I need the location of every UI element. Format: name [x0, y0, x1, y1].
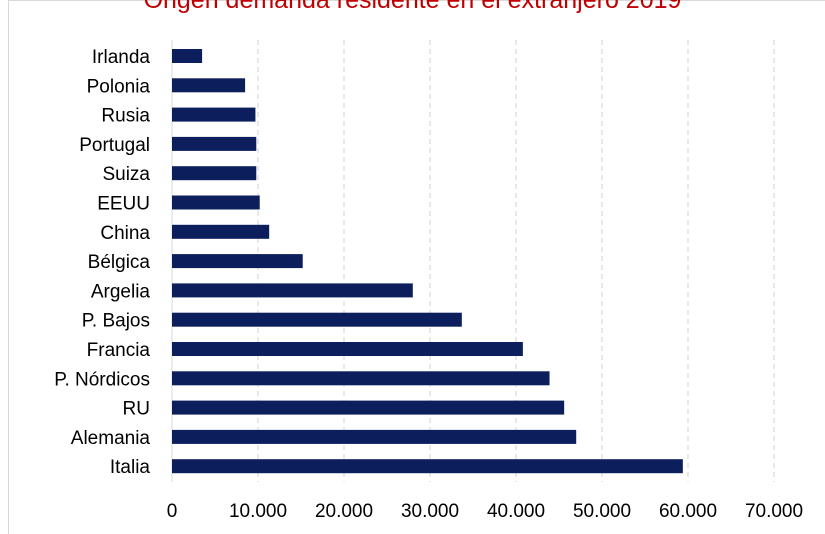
category-label: P. Nórdicos [54, 369, 150, 390]
category-label: Italia [110, 457, 151, 478]
bars [172, 49, 683, 474]
bar-francia [172, 342, 523, 356]
x-tick-label: 70.000 [745, 501, 803, 522]
bar-b-lgica [172, 254, 303, 269]
category-labels: Irlanda Polonia Rusia Portugal Suiza EEUU Chin… [54, 47, 150, 478]
category-label: RU [123, 399, 150, 420]
bar-alemania [172, 429, 577, 444]
x-tick-label: 20.000 [315, 501, 373, 522]
bar-eeuu [172, 195, 260, 210]
chart-title: Origen demanda residente en el extranjer… [143, 0, 682, 14]
bar-italia [172, 459, 683, 474]
x-tick-label: 50.000 [573, 501, 631, 522]
category-label: Suiza [102, 164, 150, 185]
category-label: P. Bajos [82, 311, 150, 332]
bar-rusia [172, 107, 256, 122]
category-label: Portugal [79, 135, 150, 156]
category-label: Bélgica [88, 252, 151, 273]
category-label: Argelia [91, 281, 151, 302]
bar-polonia [172, 78, 246, 93]
bar-ru [172, 400, 565, 415]
category-label: Rusia [101, 106, 150, 127]
category-label: Polonia [87, 76, 151, 97]
x-tick-label: 10.000 [229, 501, 287, 522]
x-tick-label: 30.000 [401, 501, 459, 522]
category-label: China [100, 223, 150, 244]
bar-p-n-rdicos [172, 371, 550, 386]
bar-irlanda [172, 49, 203, 63]
category-label: EEUU [97, 194, 150, 215]
grid-lines [171, 40, 775, 482]
bar-suiza [172, 166, 257, 181]
x-axis-tick-labels: 0 10.000 20.000 30.000 40.000 50.000 60.000 70.… [167, 501, 803, 522]
chart-frame [8, 0, 825, 534]
category-label: Alemania [71, 428, 151, 449]
category-label: Francia [87, 340, 151, 361]
x-tick-label: 60.000 [659, 501, 717, 522]
bar-p-bajos [172, 312, 462, 327]
bar-china [172, 224, 270, 239]
x-tick-label: 40.000 [487, 501, 545, 522]
category-label: Irlanda [92, 47, 151, 68]
bar-argelia [172, 283, 413, 298]
x-tick-label: 0 [167, 501, 178, 522]
bar-portugal [172, 136, 257, 151]
